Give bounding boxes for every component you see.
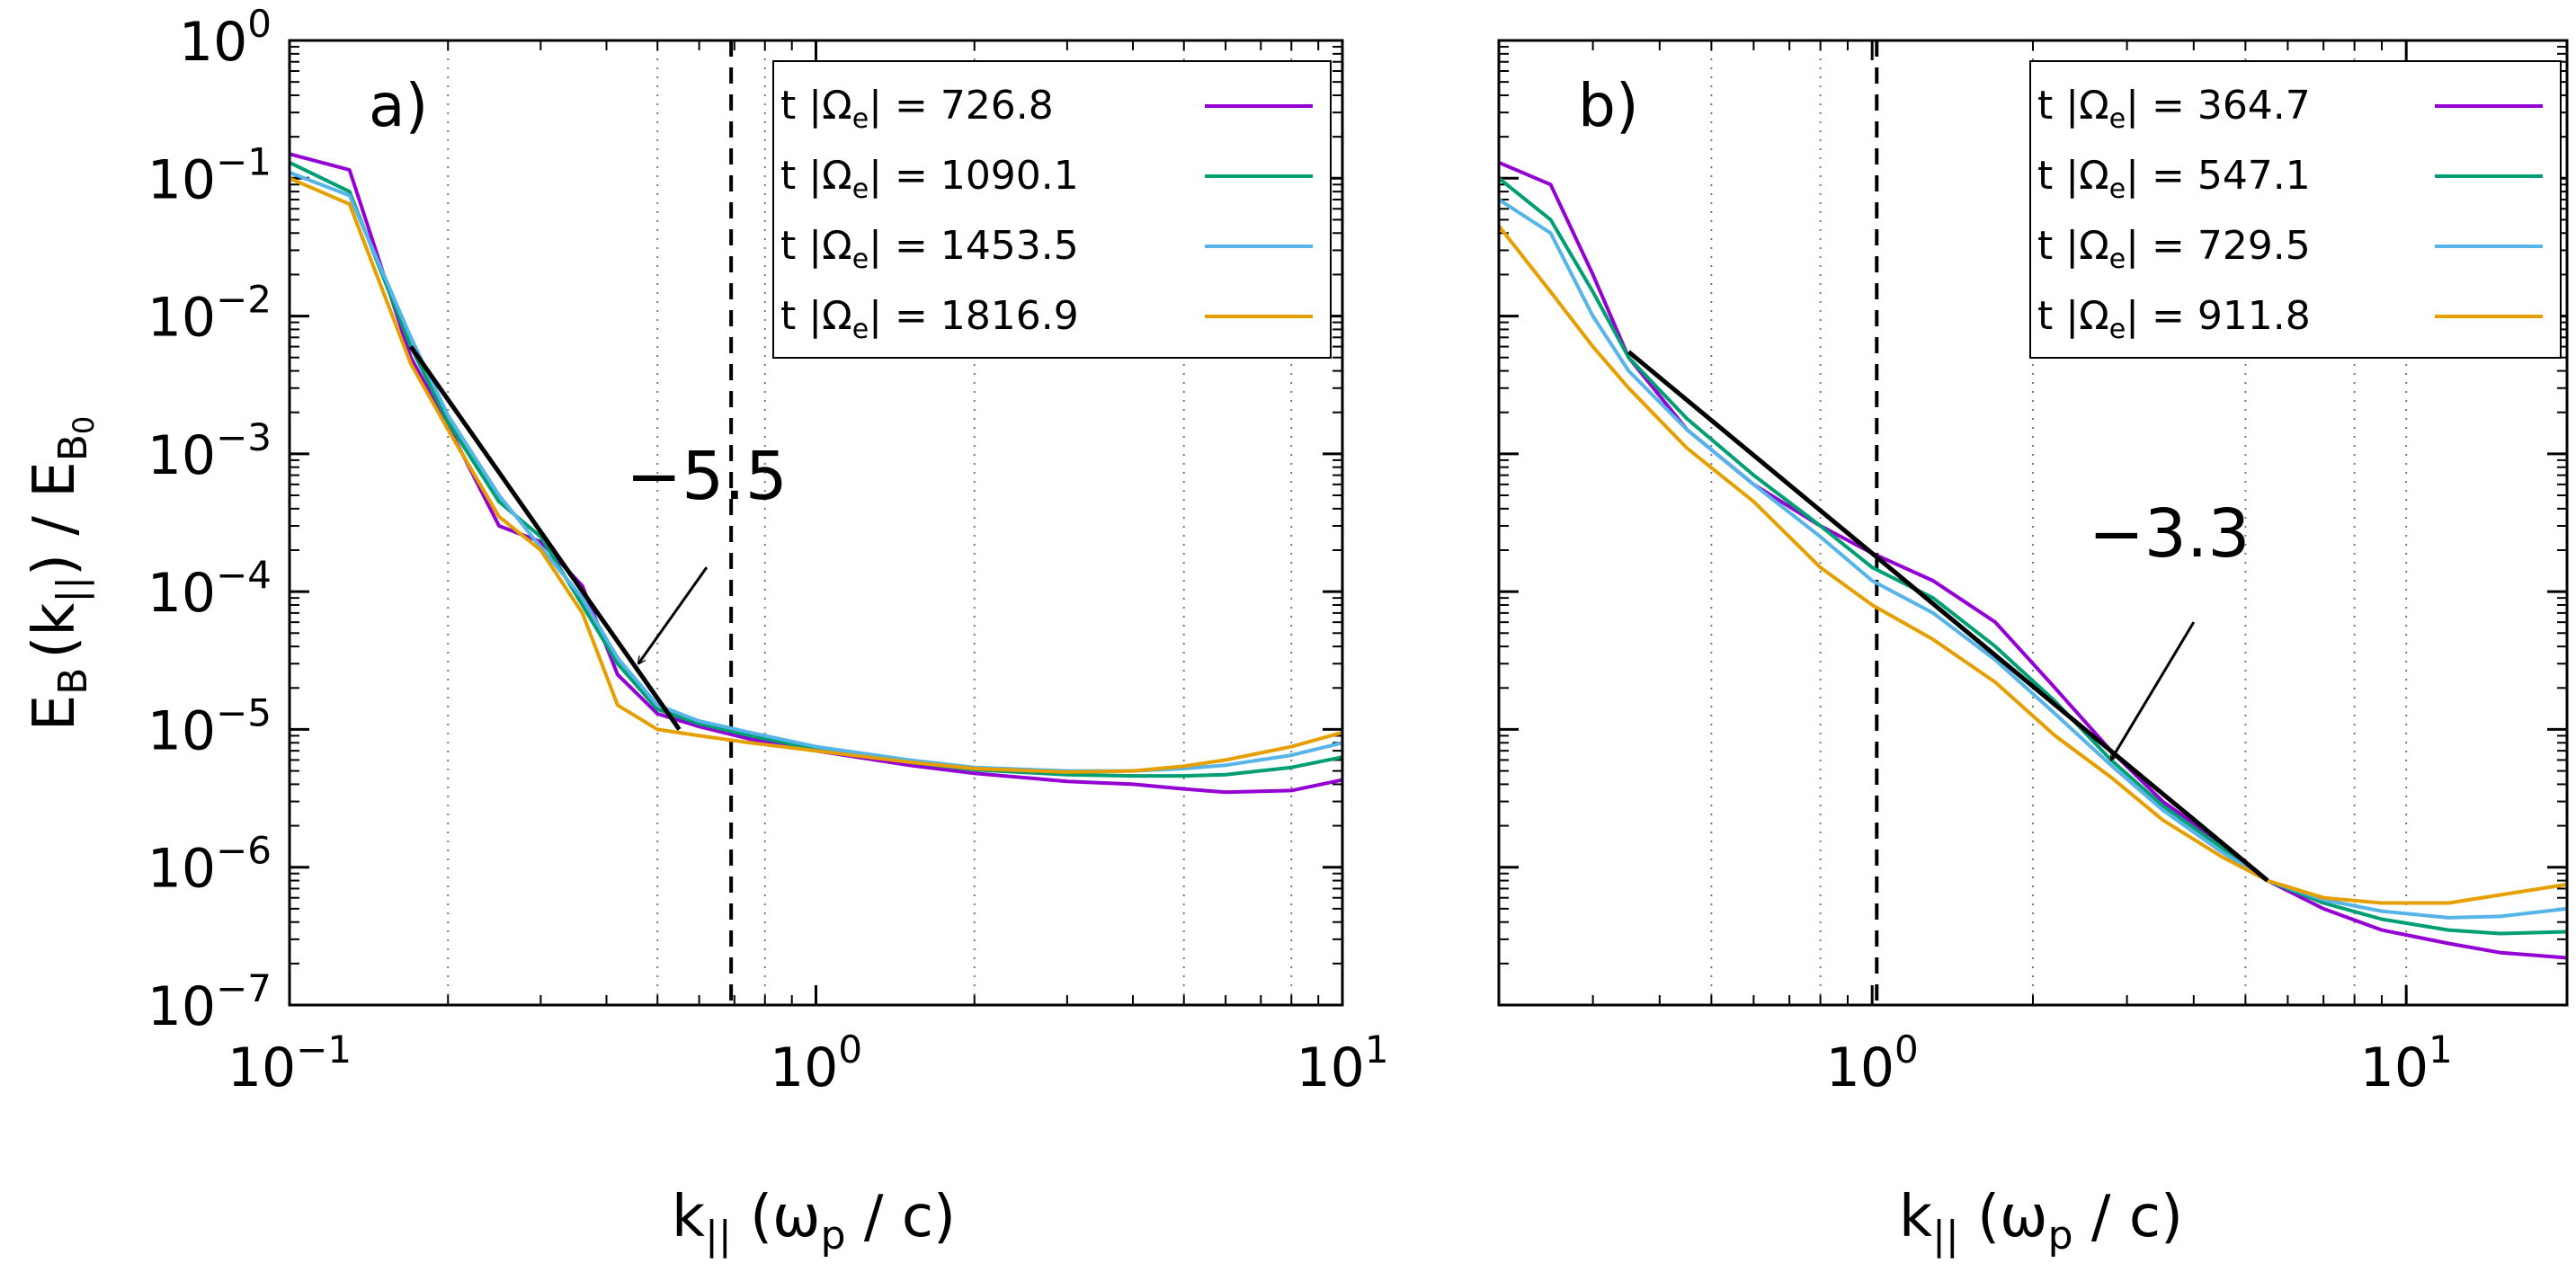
series-line-3: [289, 176, 1343, 774]
y-tick-label: 10−4: [147, 553, 272, 625]
panel-label: b): [1578, 71, 1639, 140]
legend-box: [2029, 60, 2562, 359]
fit-line: [408, 345, 682, 731]
slope-arrow: [638, 566, 709, 663]
plot-frame: [288, 39, 1344, 1007]
legend-box: [772, 60, 1332, 359]
panel-b: 100 101 −3.3 b) t |Ωe| = 364.7 t |Ωe| = 547.1…: [1497, 39, 2569, 1099]
x-axis-label-b: k|| (ωp / c): [1899, 1184, 2183, 1259]
legend-entry-label: t |Ωe| = 1816.9: [780, 293, 1079, 345]
y-tick-label: 10−1: [147, 139, 272, 211]
x-tick-label: 101: [2360, 1027, 2453, 1099]
plot-frame: [1497, 39, 2569, 1007]
y-tick-label: 10−7: [147, 966, 272, 1038]
y-tick-label: 10−3: [147, 415, 272, 487]
legend-entry-label: t |Ωe| = 911.8: [2037, 293, 2311, 345]
y-tick-label: 10−5: [147, 690, 272, 762]
legend-entry-label: t |Ωe| = 1090.1: [780, 153, 1079, 205]
y-axis-label: EB(k||) / EB0: [22, 416, 101, 732]
series-line-1: [1497, 176, 2568, 936]
slope-label: −3.3: [2089, 495, 2251, 573]
fit-line: [1627, 350, 2269, 883]
legend-entry-label: t |Ωe| = 364.7: [2037, 83, 2311, 135]
x-tick-label: 101: [1296, 1027, 1388, 1099]
series-line-1: [289, 160, 1343, 778]
x-tick-label: 100: [1826, 1027, 1919, 1099]
series-line-2: [1497, 198, 2568, 920]
legend-entry-label: t |Ωe| = 1453.5: [780, 223, 1079, 275]
series-line-2: [289, 171, 1343, 773]
panel-label: a): [369, 71, 428, 140]
x-tick-label: 10−1: [227, 1027, 352, 1099]
series-line-3: [1497, 225, 2568, 905]
legend-entry-label: t |Ωe| = 729.5: [2037, 223, 2311, 275]
x-tick-label: 100: [770, 1027, 862, 1099]
slope-arrow: [2109, 621, 2196, 760]
y-tick-label: 10−2: [147, 278, 272, 350]
y-tick-label: 100: [179, 2, 272, 74]
legend-entry-label: t |Ωe| = 547.1: [2037, 153, 2311, 205]
slope-label: −5.5: [626, 438, 788, 515]
y-tick-label: 10−6: [147, 829, 272, 901]
x-axis-label-a: k|| (ωp / c): [672, 1184, 956, 1259]
legend-entry-label: t |Ωe| = 726.8: [780, 83, 1054, 135]
